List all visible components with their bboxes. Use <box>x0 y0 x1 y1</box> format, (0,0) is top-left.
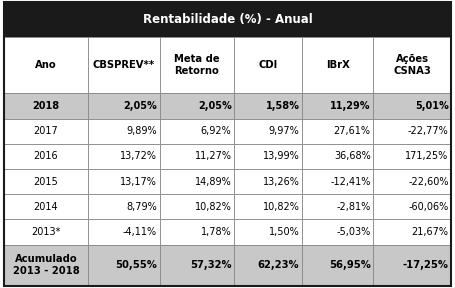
Text: 14,89%: 14,89% <box>195 177 232 187</box>
Bar <box>88 119 160 144</box>
Text: -5,03%: -5,03% <box>336 227 371 237</box>
Bar <box>302 144 374 169</box>
Text: -22,77%: -22,77% <box>408 126 449 136</box>
Bar <box>4 169 88 194</box>
Bar <box>234 194 302 219</box>
Text: 36,68%: 36,68% <box>334 151 371 162</box>
Text: 13,99%: 13,99% <box>263 151 299 162</box>
Text: 2013*: 2013* <box>31 227 61 237</box>
Bar <box>4 219 88 245</box>
Text: 2016: 2016 <box>34 151 58 162</box>
Bar <box>4 119 88 144</box>
Bar <box>302 93 374 119</box>
Text: 27,61%: 27,61% <box>334 126 371 136</box>
Text: 2014: 2014 <box>34 202 58 212</box>
Bar <box>234 37 302 93</box>
Bar <box>160 119 234 144</box>
Text: 10,82%: 10,82% <box>263 202 299 212</box>
Text: 13,26%: 13,26% <box>263 177 299 187</box>
Text: -12,41%: -12,41% <box>330 177 371 187</box>
Text: -4,11%: -4,11% <box>123 227 157 237</box>
Bar <box>234 119 302 144</box>
Text: -2,81%: -2,81% <box>336 202 371 212</box>
Text: 10,82%: 10,82% <box>195 202 232 212</box>
Text: 9,89%: 9,89% <box>126 126 157 136</box>
Bar <box>234 144 302 169</box>
Text: 171,25%: 171,25% <box>405 151 449 162</box>
Bar <box>374 194 451 219</box>
Text: Acumulado
2013 - 2018: Acumulado 2013 - 2018 <box>13 254 80 276</box>
Text: 2,05%: 2,05% <box>123 101 157 111</box>
Bar <box>374 37 451 93</box>
Bar <box>4 144 88 169</box>
Text: CBSPREV**: CBSPREV** <box>93 60 155 70</box>
Bar <box>160 93 234 119</box>
Text: IBrX: IBrX <box>326 60 350 70</box>
Bar <box>88 93 160 119</box>
Bar <box>88 169 160 194</box>
Bar <box>302 194 374 219</box>
Text: Meta de
Retorno: Meta de Retorno <box>174 54 220 76</box>
Bar <box>88 245 160 286</box>
Text: 50,55%: 50,55% <box>115 260 157 270</box>
Text: CDI: CDI <box>258 60 278 70</box>
Bar <box>302 219 374 245</box>
Text: 8,79%: 8,79% <box>126 202 157 212</box>
Text: -22,60%: -22,60% <box>408 177 449 187</box>
Bar <box>302 37 374 93</box>
Bar <box>234 219 302 245</box>
Bar <box>88 144 160 169</box>
Text: Ano: Ano <box>35 60 57 70</box>
Text: 1,58%: 1,58% <box>266 101 299 111</box>
Text: 13,72%: 13,72% <box>120 151 157 162</box>
Bar <box>160 194 234 219</box>
Bar <box>234 245 302 286</box>
Bar <box>302 169 374 194</box>
Text: 62,23%: 62,23% <box>258 260 299 270</box>
Text: 11,29%: 11,29% <box>330 101 371 111</box>
Text: 2015: 2015 <box>34 177 58 187</box>
Text: -60,06%: -60,06% <box>409 202 449 212</box>
Bar <box>4 93 88 119</box>
Text: 1,50%: 1,50% <box>268 227 299 237</box>
Text: Ações
CSNA3: Ações CSNA3 <box>394 54 431 76</box>
Bar <box>374 169 451 194</box>
Text: 9,97%: 9,97% <box>268 126 299 136</box>
Bar <box>160 219 234 245</box>
Text: -17,25%: -17,25% <box>403 260 449 270</box>
Bar <box>374 144 451 169</box>
Bar <box>4 194 88 219</box>
Bar <box>374 93 451 119</box>
Bar <box>374 219 451 245</box>
Bar <box>88 219 160 245</box>
Text: Rentabilidade (%) - Anual: Rentabilidade (%) - Anual <box>142 13 313 26</box>
Text: 5,01%: 5,01% <box>415 101 449 111</box>
Bar <box>4 2 451 37</box>
Bar <box>234 169 302 194</box>
Text: 2,05%: 2,05% <box>198 101 232 111</box>
Bar <box>374 119 451 144</box>
Bar <box>4 245 88 286</box>
Text: 56,95%: 56,95% <box>329 260 371 270</box>
Text: 57,32%: 57,32% <box>190 260 232 270</box>
Bar <box>160 169 234 194</box>
Text: 2018: 2018 <box>32 101 60 111</box>
Text: 21,67%: 21,67% <box>412 227 449 237</box>
Text: 2017: 2017 <box>34 126 58 136</box>
Bar <box>160 245 234 286</box>
Text: 11,27%: 11,27% <box>195 151 232 162</box>
Text: 1,78%: 1,78% <box>201 227 232 237</box>
Bar <box>160 144 234 169</box>
Bar <box>302 245 374 286</box>
Text: 6,92%: 6,92% <box>201 126 232 136</box>
Bar <box>88 194 160 219</box>
Bar <box>234 93 302 119</box>
Bar <box>302 119 374 144</box>
Bar <box>374 245 451 286</box>
Text: 13,17%: 13,17% <box>120 177 157 187</box>
Bar <box>88 37 160 93</box>
Bar <box>4 37 88 93</box>
Bar <box>160 37 234 93</box>
